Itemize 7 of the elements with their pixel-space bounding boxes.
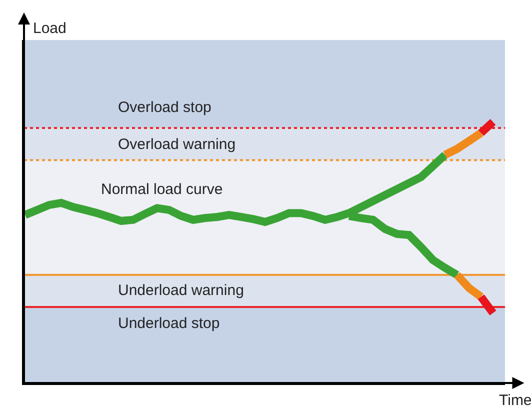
text: Load bbox=[33, 20, 66, 37]
band-label: Overload warning bbox=[118, 136, 236, 153]
band-label: Underload warning bbox=[118, 282, 244, 299]
ref-line-label: Underload stop bbox=[118, 315, 220, 332]
ref-line-label: Overload stop bbox=[118, 99, 212, 116]
annotation: Normal load curve bbox=[101, 181, 223, 198]
x-axis-title: Time bbox=[499, 392, 531, 409]
